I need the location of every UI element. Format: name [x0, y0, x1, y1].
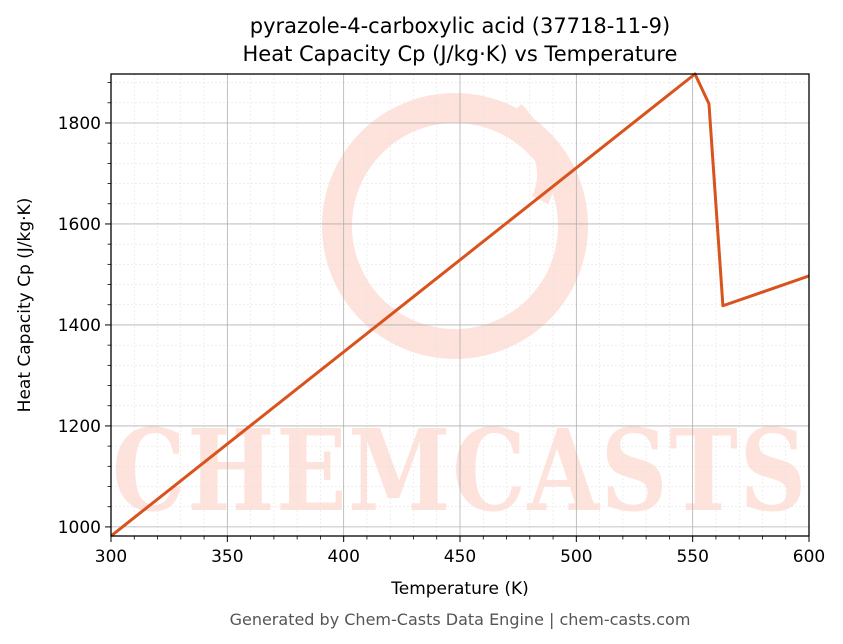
y-tick-label: 1800	[58, 114, 101, 134]
series-line-0	[111, 72, 809, 538]
x-tick-label: 400	[327, 547, 359, 567]
series-layer	[111, 72, 809, 538]
x-tick-label: 550	[676, 547, 708, 567]
footer-credit: Generated by Chem-Casts Data Engine | ch…	[230, 610, 691, 629]
x-tick-label: 600	[793, 547, 825, 567]
chart-title-line2: Heat Capacity Cp (J/kg·K) vs Temperature	[243, 42, 678, 66]
y-tick-label: 1600	[58, 215, 101, 235]
x-axis-label: Temperature (K)	[390, 579, 529, 599]
chart-title-line1: pyrazole-4-carboxylic acid (37718-11-9)	[250, 14, 670, 38]
watermark-logo-ring	[322, 93, 588, 359]
y-tick-label: 1200	[58, 417, 101, 437]
y-axis-label: Heat Capacity Cp (J/kg·K)	[15, 198, 35, 413]
ticks-layer: 300 350 400 450 500 550 600 1000 1200 1400 1600 180…	[58, 82, 825, 567]
y-tick-label: 1000	[58, 518, 101, 538]
watermark-logo-swirl	[508, 103, 556, 205]
x-tick-label: 350	[211, 547, 243, 567]
x-tick-label: 450	[444, 547, 476, 567]
x-tick-label: 500	[560, 547, 592, 567]
y-tick-label: 1400	[58, 316, 101, 336]
x-tick-label: 300	[95, 547, 127, 567]
